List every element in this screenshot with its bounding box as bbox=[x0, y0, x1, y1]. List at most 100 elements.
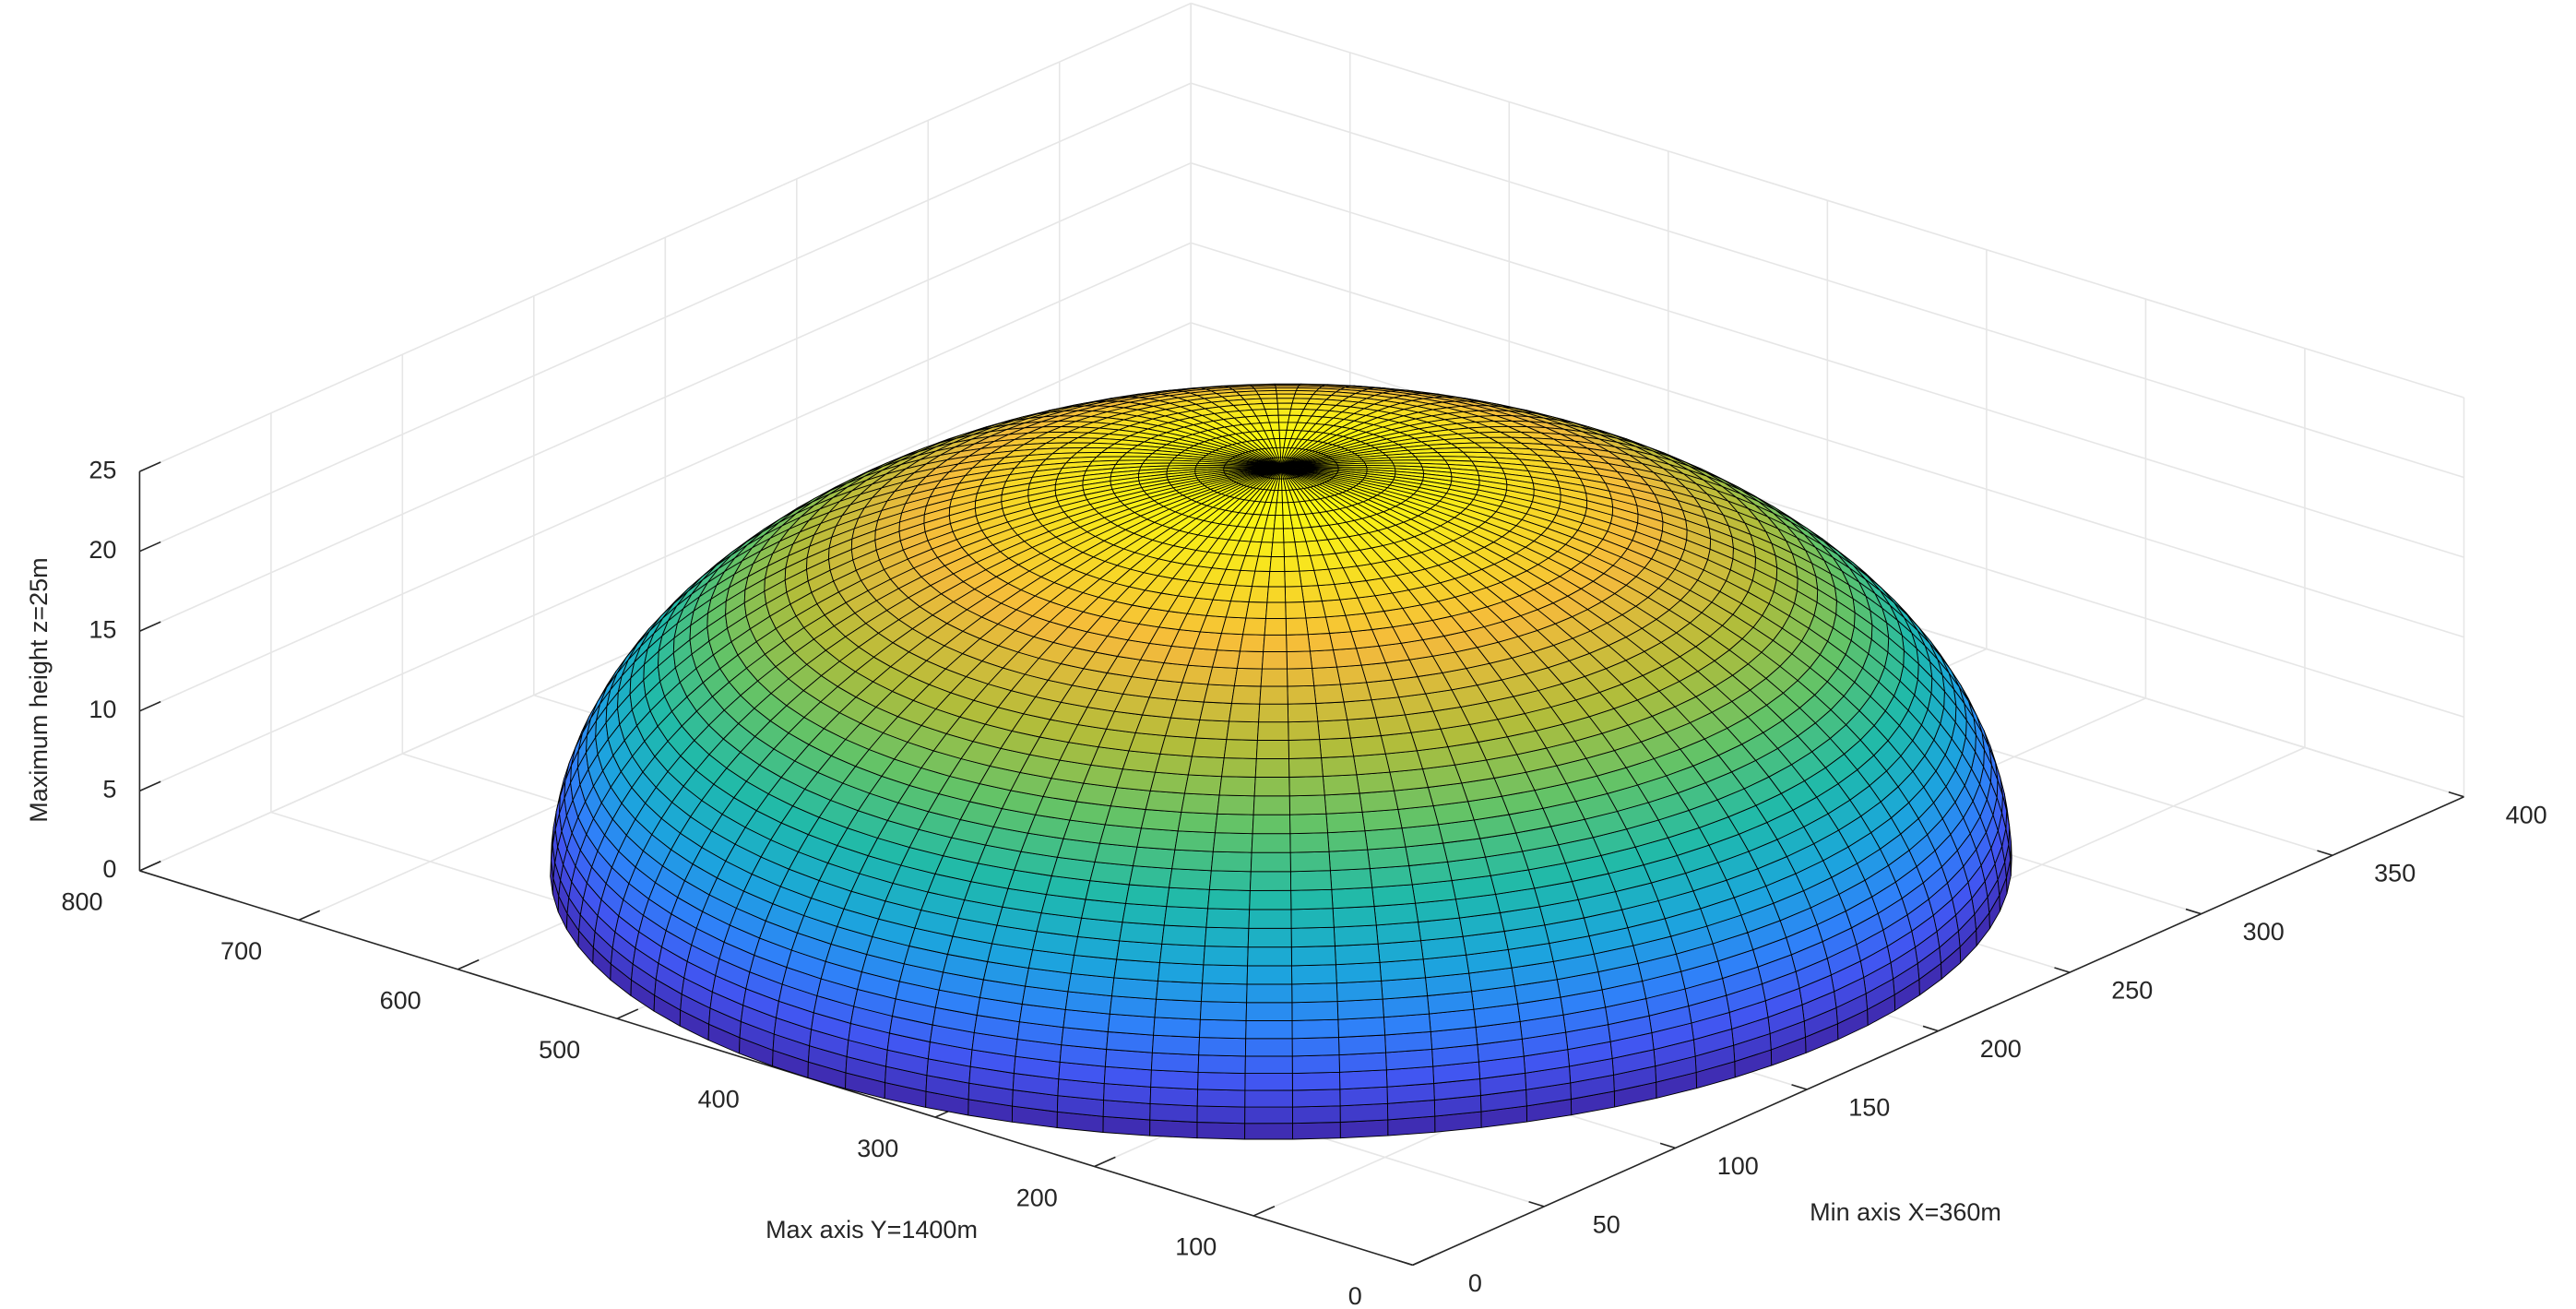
x-tick-mark bbox=[2317, 850, 2333, 856]
surface-patch bbox=[1291, 1018, 1339, 1040]
surface-patch bbox=[1187, 756, 1225, 778]
z-tick-mark bbox=[139, 461, 161, 472]
surface-patch bbox=[1113, 958, 1160, 982]
surface-patch bbox=[1149, 1119, 1198, 1139]
surface-patch bbox=[1333, 924, 1379, 946]
surface-patch bbox=[1369, 865, 1413, 888]
surface-patch bbox=[1276, 398, 1295, 404]
surface-patch bbox=[1199, 701, 1232, 722]
surface-patch bbox=[1181, 664, 1214, 685]
y-tick-label: 800 bbox=[62, 888, 103, 916]
surface-patch bbox=[1338, 1052, 1387, 1073]
y-tick-mark bbox=[298, 910, 321, 922]
y-tick-mark bbox=[1094, 1156, 1116, 1168]
surface-patch bbox=[1291, 1001, 1339, 1021]
surface-patch bbox=[1338, 1034, 1386, 1056]
x-tick-label: 100 bbox=[1717, 1152, 1759, 1180]
surface-patch bbox=[1347, 717, 1382, 739]
surface-patch bbox=[1284, 570, 1302, 588]
surface-patch bbox=[1226, 720, 1260, 741]
surface-patch bbox=[1171, 849, 1214, 872]
surface-patch bbox=[1176, 682, 1209, 703]
surface-patch bbox=[1267, 571, 1286, 588]
surface-patch bbox=[1110, 787, 1151, 810]
surface-patch bbox=[1286, 634, 1311, 652]
surface-patch bbox=[1246, 983, 1293, 1004]
y-tick-label: 400 bbox=[698, 1085, 740, 1113]
surface-patch bbox=[1196, 1089, 1246, 1108]
x-tick-mark bbox=[2448, 791, 2464, 798]
surface-patch bbox=[1288, 794, 1327, 815]
surface-patch bbox=[1215, 813, 1254, 835]
surface-patch bbox=[1331, 887, 1375, 910]
x-tick-label: 400 bbox=[2506, 801, 2547, 828]
surface-patch bbox=[1289, 851, 1331, 873]
surface-patch bbox=[1260, 398, 1278, 404]
surface-patch bbox=[1216, 633, 1244, 652]
surface-patch bbox=[1161, 924, 1207, 947]
surface-patch bbox=[1155, 753, 1193, 776]
surface-patch bbox=[1261, 651, 1288, 670]
surface-patch bbox=[1242, 617, 1266, 636]
surface-patch bbox=[1231, 684, 1262, 705]
grid-line bbox=[139, 161, 1192, 632]
z-tick-label: 0 bbox=[102, 855, 116, 883]
x-tick-label: 200 bbox=[1980, 1035, 2022, 1063]
surface-patch bbox=[1245, 601, 1268, 619]
x-tick-label: 250 bbox=[2111, 977, 2153, 1005]
surface-patch bbox=[1371, 696, 1406, 719]
surface-patch bbox=[1244, 1073, 1293, 1091]
surface-patch bbox=[1291, 982, 1338, 1004]
surface-patch bbox=[1248, 909, 1292, 929]
z-tick-mark bbox=[139, 861, 161, 872]
surface-patch bbox=[1196, 1105, 1246, 1125]
surface-patch bbox=[1208, 870, 1252, 891]
surface-patch bbox=[1375, 714, 1412, 736]
surface-patch bbox=[1252, 814, 1291, 835]
y-tick-label: 200 bbox=[1016, 1184, 1058, 1211]
z-tick-mark bbox=[139, 541, 161, 553]
x-tick-mark bbox=[1528, 1201, 1545, 1208]
surface-patch bbox=[1353, 753, 1391, 776]
surface-patch bbox=[1380, 732, 1418, 755]
surface-patch bbox=[1289, 813, 1328, 835]
surface-patch bbox=[1111, 977, 1158, 1000]
surface-patch bbox=[1328, 849, 1371, 872]
surface-patch bbox=[1154, 998, 1202, 1020]
surface-patch bbox=[1220, 616, 1247, 636]
surface-patch bbox=[1289, 832, 1330, 853]
surface-patch bbox=[1156, 980, 1204, 1003]
x-tick-label: 0 bbox=[1468, 1269, 1482, 1297]
surface-patch bbox=[1371, 884, 1416, 907]
surface-patch bbox=[1150, 1052, 1200, 1073]
surface-patch bbox=[1290, 946, 1336, 967]
x-tick-mark bbox=[1659, 1142, 1676, 1149]
surface-patch bbox=[1266, 586, 1287, 603]
surface-patch bbox=[1288, 720, 1321, 741]
surface-patch bbox=[1254, 757, 1290, 778]
y-axis-line bbox=[139, 870, 1413, 1267]
surface-patch bbox=[1251, 833, 1291, 853]
surface-patch bbox=[1285, 601, 1307, 619]
grid-line bbox=[139, 322, 1192, 792]
surface-patch bbox=[1287, 684, 1317, 705]
surface-patch bbox=[1218, 776, 1256, 797]
surface-patch bbox=[1150, 1069, 1199, 1090]
surface-patch bbox=[1333, 648, 1362, 668]
surface-patch bbox=[1284, 586, 1305, 603]
surface-patch bbox=[1303, 601, 1326, 619]
surface-patch bbox=[1245, 1002, 1293, 1021]
surface-patch bbox=[1159, 943, 1205, 966]
surface-patch bbox=[1305, 616, 1330, 636]
surface-patch bbox=[1217, 794, 1255, 815]
surface-patch bbox=[1254, 555, 1272, 572]
surface-patch bbox=[1199, 1018, 1247, 1040]
surface-patch bbox=[1289, 870, 1333, 891]
grid-line bbox=[1190, 161, 2464, 558]
surface-patch bbox=[1313, 684, 1345, 704]
surface-patch bbox=[1170, 699, 1205, 720]
surface-patch bbox=[1245, 1019, 1293, 1040]
surface-patch bbox=[1283, 555, 1300, 572]
surface-patch bbox=[1394, 787, 1434, 810]
